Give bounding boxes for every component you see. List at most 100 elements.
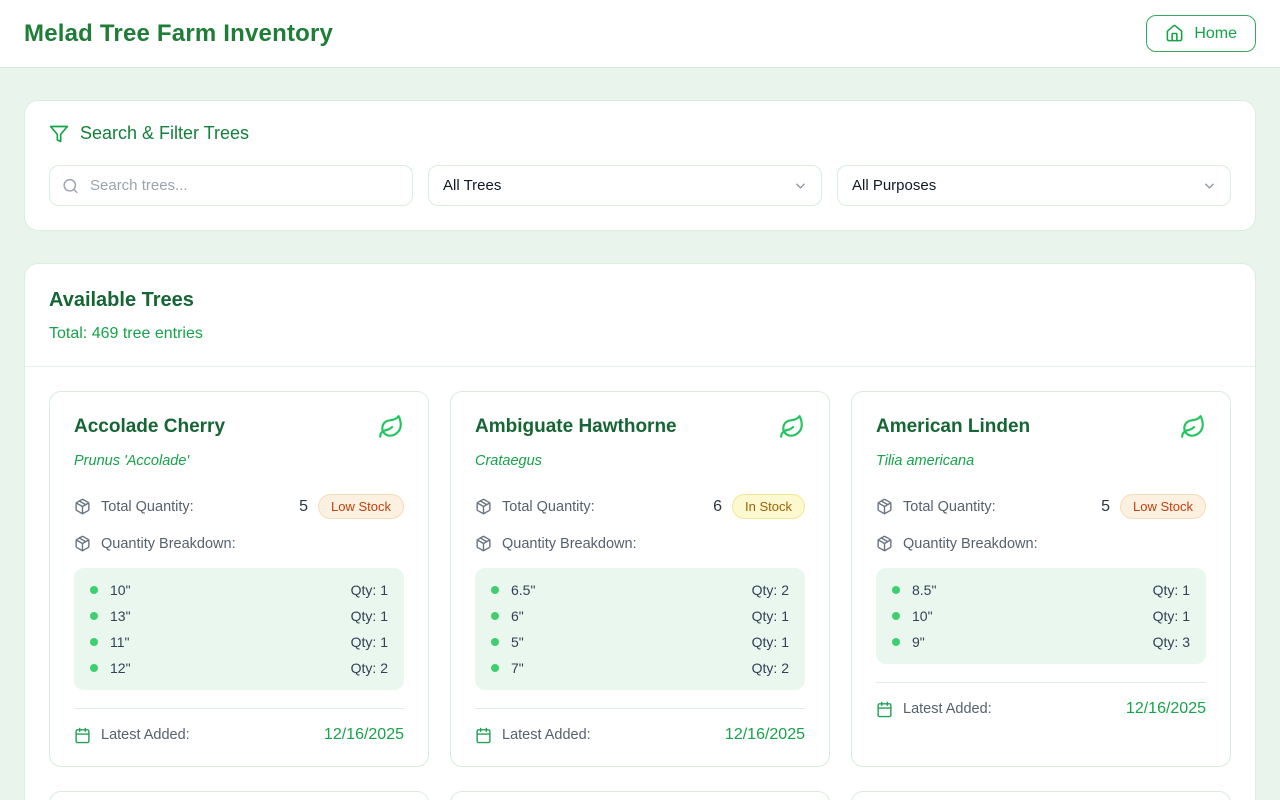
size-dot-icon: [892, 612, 900, 620]
size-dot-icon: [90, 586, 98, 594]
size-qty: Qty: 2: [751, 582, 789, 598]
latest-added-label: Latest Added:: [903, 701, 992, 717]
package-icon: [876, 535, 893, 552]
search-filter-heading: Search & Filter Trees: [49, 123, 1231, 144]
leaf-icon: [1180, 414, 1206, 445]
quantity-breakdown-label: Quantity Breakdown:: [502, 535, 637, 552]
inventory-total-count: Total: 469 tree entries: [49, 325, 203, 342]
tree-name: American Linden: [876, 416, 1031, 437]
inventory-header: Available Trees Total: 469 tree entries: [25, 264, 1255, 367]
search-field-wrap: [49, 165, 413, 206]
latest-added-label: Latest Added:: [502, 727, 591, 743]
package-icon: [74, 498, 91, 515]
leaf-icon: [779, 414, 805, 445]
size-dot-icon: [90, 612, 98, 620]
size-qty: Qty: 1: [1152, 608, 1190, 624]
breakdown-row: 7" Qty: 2: [491, 655, 789, 681]
tree-card: Accolade Cherry Prunus 'Accolade': [49, 391, 429, 767]
top-bar: Melad Tree Farm Inventory Home: [0, 0, 1280, 68]
size-qty: Qty: 1: [751, 634, 789, 650]
total-quantity-row: Total Quantity: 5 Low Stock: [74, 494, 404, 519]
total-quantity-label: Total Quantity:: [502, 498, 595, 515]
filter-funnel-icon: [49, 124, 69, 144]
home-button-label: Home: [1194, 24, 1237, 42]
tree-card: American Linden Tilia americana: [851, 391, 1231, 767]
search-filter-panel: Search & Filter Trees All Trees All Purp…: [24, 100, 1256, 231]
stock-status-badge: Low Stock: [318, 494, 404, 519]
package-icon: [876, 498, 893, 515]
total-quantity-value: 5: [299, 497, 309, 515]
quantity-breakdown-label: Quantity Breakdown:: [903, 535, 1038, 552]
total-quantity-label: Total Quantity:: [903, 498, 996, 515]
tree-grid: Accolade Cherry Prunus 'Accolade': [25, 367, 1255, 800]
botanical-name: Crataegus: [475, 453, 542, 469]
size-label: 13": [110, 608, 131, 624]
total-quantity-row: Total Quantity: 6 In Stock: [475, 494, 805, 519]
tree-name: Accolade Cherry: [74, 416, 226, 437]
quantity-breakdown-row: Quantity Breakdown:: [74, 535, 404, 552]
size-qty: Qty: 1: [350, 608, 388, 624]
size-qty: Qty: 2: [350, 660, 388, 676]
breakdown-row: 12" Qty: 2: [90, 655, 388, 681]
latest-added-label: Latest Added:: [101, 727, 190, 743]
size-dot-icon: [90, 638, 98, 646]
quantity-breakdown-row: Quantity Breakdown:: [876, 535, 1206, 552]
package-icon: [475, 535, 492, 552]
breakdown-row: 8.5" Qty: 1: [892, 577, 1190, 603]
app-title: Melad Tree Farm Inventory: [24, 19, 334, 47]
home-button[interactable]: Home: [1146, 15, 1256, 52]
total-quantity-row: Total Quantity: 5 Low Stock: [876, 494, 1206, 519]
size-label: 7": [511, 660, 524, 676]
tree-card: Amur Maackia: [450, 791, 830, 800]
breakdown-row: 6.5" Qty: 2: [491, 577, 789, 603]
leaf-icon: [378, 414, 404, 445]
tree-card-header: Accolade Cherry: [74, 414, 404, 445]
package-icon: [475, 498, 492, 515]
purpose-select[interactable]: All Purposes: [837, 165, 1231, 206]
size-qty: Qty: 3: [1152, 634, 1190, 650]
breakdown-row: 11" Qty: 1: [90, 629, 388, 655]
calendar-icon: [475, 727, 492, 744]
quantity-breakdown-label: Quantity Breakdown:: [101, 535, 236, 552]
total-quantity-value: 6: [713, 497, 723, 515]
size-qty: Qty: 1: [751, 608, 789, 624]
total-quantity-label: Total Quantity:: [101, 498, 194, 515]
chevron-down-icon: [793, 178, 808, 193]
quantity-breakdown-row: Quantity Breakdown:: [475, 535, 805, 552]
breakdown-row: 5" Qty: 1: [491, 629, 789, 655]
quantity-breakdown-box: 6.5" Qty: 2 6" Qty: 1 5" Qty: 1 7" Qty: …: [475, 568, 805, 690]
size-qty: Qty: 1: [350, 582, 388, 598]
tree-type-select[interactable]: All Trees: [428, 165, 822, 206]
home-icon: [1165, 24, 1184, 43]
size-dot-icon: [491, 638, 499, 646]
size-dot-icon: [491, 664, 499, 672]
size-label: 6": [511, 608, 524, 624]
breakdown-row: 13" Qty: 1: [90, 603, 388, 629]
total-quantity-value: 5: [1101, 497, 1111, 515]
chevron-down-icon: [1202, 178, 1217, 193]
search-input[interactable]: [49, 165, 413, 206]
breakdown-row: 10" Qty: 1: [90, 577, 388, 603]
inventory-title: Available Trees: [49, 289, 194, 311]
latest-added-row: Latest Added: 12/16/2025: [74, 708, 404, 744]
size-qty: Qty: 2: [751, 660, 789, 676]
latest-added-date: 12/16/2025: [1125, 700, 1206, 717]
size-label: 11": [110, 634, 130, 650]
package-icon: [74, 535, 91, 552]
breakdown-row: 9" Qty: 3: [892, 629, 1190, 655]
size-dot-icon: [491, 612, 499, 620]
size-label: 6.5": [511, 582, 536, 598]
quantity-breakdown-box: 8.5" Qty: 1 10" Qty: 1 9" Qty: 3: [876, 568, 1206, 664]
breakdown-row: 6" Qty: 1: [491, 603, 789, 629]
botanical-name: Prunus 'Accolade': [74, 453, 190, 469]
search-filter-title: Search & Filter Trees: [80, 123, 250, 143]
latest-added-row: Latest Added: 12/16/2025: [475, 708, 805, 744]
tree-card: Ambiguate Hawthorne Crataegus: [450, 391, 830, 767]
size-label: 9": [912, 634, 925, 650]
tree-name: Ambiguate Hawthorne: [475, 416, 677, 437]
tree-type-selected-value: All Trees: [443, 177, 502, 194]
calendar-icon: [74, 727, 91, 744]
size-dot-icon: [90, 664, 98, 672]
quantity-breakdown-box: 10" Qty: 1 13" Qty: 1 11" Qty: 1 12" Qty…: [74, 568, 404, 690]
latest-added-date: 12/16/2025: [724, 726, 805, 743]
